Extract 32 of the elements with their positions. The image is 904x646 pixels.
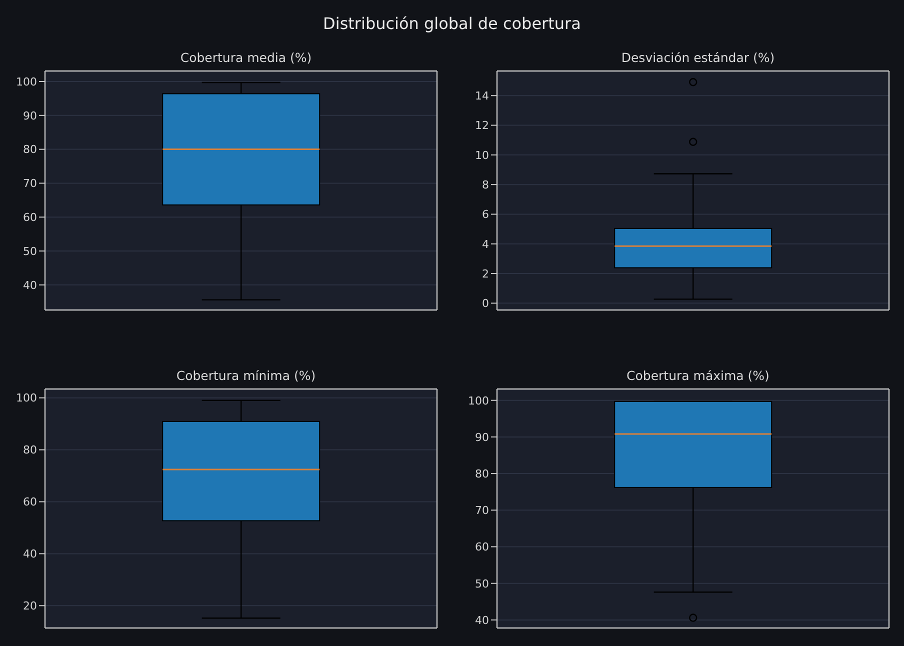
y-tick-label: 100 [468,394,489,408]
chart-title: Cobertura media (%) [179,49,313,67]
chart-title: Cobertura mínima (%) [175,367,317,385]
y-tick-label: 40 [23,278,37,292]
y-tick-label: 8 [482,178,489,192]
y-tick-label: 70 [475,504,489,518]
y-tick-label: 4 [482,238,489,251]
text: Distribución global de cobertura [323,14,581,33]
y-tick-label: 60 [23,211,37,224]
y-tick-label: 2 [482,267,489,280]
y-tick-label: 12 [475,119,489,132]
y-tick-label: 40 [475,614,489,627]
y-tick-label: 90 [23,109,37,122]
y-tick-label: 80 [475,467,489,480]
y-tick-label: 70 [23,177,37,190]
y-tick-label: 14 [475,90,489,103]
y-tick-label: 20 [23,600,37,613]
chart-title: Desviación estándar (%) [620,49,776,67]
y-tick-label: 80 [23,143,37,156]
y-tick-label: 60 [475,540,489,554]
y-tick-label: 60 [23,496,37,509]
y-tick-label: 100 [16,75,37,88]
chart-title: Cobertura máxima (%) [626,367,770,385]
y-tick-label: 100 [16,392,37,405]
y-tick-label: 0 [482,297,489,310]
y-tick-label: 80 [23,444,37,457]
y-tick-label: 50 [23,244,37,258]
y-tick-label: 50 [475,577,489,590]
y-tick-label: 40 [23,548,37,561]
y-tick-label: 10 [475,148,489,162]
y-tick-label: 90 [475,430,489,444]
y-tick-label: 6 [482,208,489,222]
